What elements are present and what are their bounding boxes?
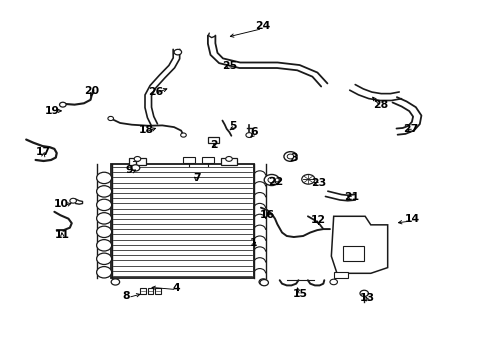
- Circle shape: [329, 279, 337, 285]
- Text: 18: 18: [138, 125, 153, 135]
- Ellipse shape: [97, 253, 111, 265]
- Text: 25: 25: [222, 61, 237, 71]
- Text: 17: 17: [36, 147, 51, 157]
- Circle shape: [267, 177, 275, 183]
- Circle shape: [264, 175, 279, 185]
- Text: 16: 16: [259, 210, 274, 220]
- Bar: [208, 138, 218, 143]
- Ellipse shape: [97, 172, 111, 184]
- Bar: [183, 157, 195, 163]
- Text: 3: 3: [289, 153, 297, 162]
- Text: 20: 20: [84, 86, 99, 96]
- Bar: [343, 246, 364, 261]
- Circle shape: [245, 132, 252, 138]
- Circle shape: [108, 116, 113, 121]
- Text: 2: 2: [210, 140, 217, 150]
- Ellipse shape: [97, 266, 111, 278]
- Text: 7: 7: [193, 173, 201, 183]
- Text: 21: 21: [343, 192, 358, 202]
- Text: 10: 10: [54, 198, 69, 208]
- Text: 23: 23: [310, 178, 325, 188]
- Text: 11: 11: [55, 230, 70, 240]
- Circle shape: [111, 279, 120, 285]
- Circle shape: [284, 152, 297, 161]
- Circle shape: [60, 102, 66, 107]
- Circle shape: [301, 175, 314, 184]
- Circle shape: [259, 279, 267, 285]
- Ellipse shape: [97, 213, 111, 224]
- Circle shape: [134, 157, 141, 161]
- Circle shape: [131, 165, 140, 171]
- Bar: [155, 288, 161, 294]
- Circle shape: [260, 279, 268, 286]
- Text: 22: 22: [268, 177, 283, 187]
- Text: 8: 8: [122, 291, 130, 301]
- Bar: [333, 272, 347, 279]
- Bar: [110, 165, 253, 279]
- Polygon shape: [331, 216, 387, 273]
- Text: 15: 15: [292, 289, 307, 299]
- Text: 26: 26: [147, 87, 163, 97]
- Bar: [221, 158, 237, 165]
- Text: 9: 9: [125, 165, 133, 175]
- Bar: [129, 158, 145, 165]
- Ellipse shape: [97, 199, 111, 211]
- Text: 4: 4: [172, 283, 180, 293]
- Circle shape: [359, 290, 367, 297]
- Text: 24: 24: [254, 21, 269, 31]
- Circle shape: [180, 133, 186, 137]
- Text: 14: 14: [404, 214, 419, 224]
- Text: 27: 27: [403, 124, 418, 134]
- Circle shape: [70, 198, 76, 203]
- Text: 13: 13: [359, 293, 374, 302]
- Text: 28: 28: [372, 100, 387, 110]
- Text: 6: 6: [249, 127, 257, 137]
- Text: 1: 1: [250, 238, 257, 248]
- Text: 5: 5: [228, 121, 236, 131]
- Circle shape: [174, 49, 181, 55]
- Bar: [202, 157, 214, 163]
- Circle shape: [286, 154, 293, 159]
- Ellipse shape: [97, 186, 111, 197]
- Ellipse shape: [97, 226, 111, 238]
- Text: 12: 12: [310, 215, 325, 225]
- Bar: [140, 288, 145, 294]
- Circle shape: [225, 157, 232, 161]
- Bar: [147, 288, 153, 294]
- Ellipse shape: [97, 240, 111, 251]
- Text: 19: 19: [44, 106, 60, 116]
